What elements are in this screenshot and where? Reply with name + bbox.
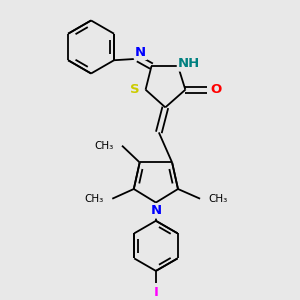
Text: CH₃: CH₃ (208, 194, 228, 204)
Text: I: I (154, 286, 158, 299)
Text: N: N (150, 204, 161, 217)
Text: NH: NH (178, 57, 200, 70)
Text: S: S (130, 83, 140, 96)
Text: N: N (135, 46, 146, 59)
Text: CH₃: CH₃ (85, 194, 104, 204)
Text: O: O (210, 83, 221, 96)
Text: CH₃: CH₃ (94, 141, 114, 151)
